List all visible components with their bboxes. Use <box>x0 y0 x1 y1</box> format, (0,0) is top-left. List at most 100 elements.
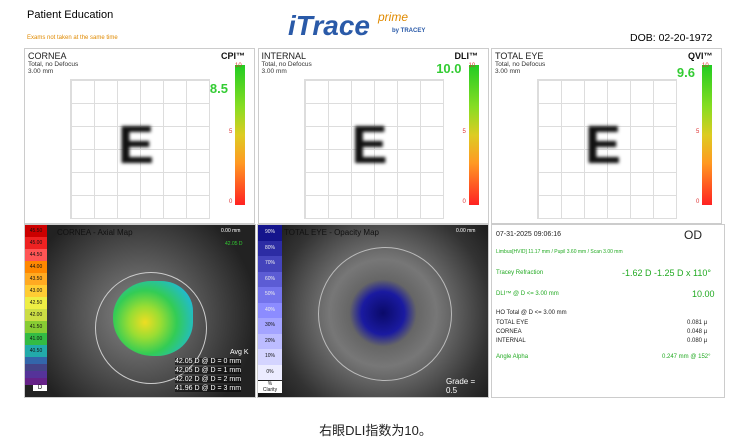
axial-map <box>113 281 193 356</box>
panel-line: Total, no Defocus <box>261 61 312 68</box>
scale-label: 0 <box>229 199 233 205</box>
panel-line: 3.00 mm <box>28 68 54 75</box>
ho-value: 0.048 µ <box>687 329 708 335</box>
scale-cell: 40% <box>258 302 282 318</box>
scale-cell: 0% <box>258 364 282 380</box>
panel-title: TOTAL EYE <box>495 51 544 61</box>
scale-cell: 60% <box>258 271 282 287</box>
grid <box>537 79 677 219</box>
scale-cell: 70% <box>258 256 282 272</box>
ring <box>95 272 207 384</box>
logo-by: by TRACEY <box>392 28 426 34</box>
scale-bar <box>702 65 712 205</box>
dob: DOB: 02-20-1972 <box>630 32 713 44</box>
caption: 右眼DLI指数为10。 <box>319 423 432 438</box>
scale-cell: 90% <box>258 225 282 241</box>
scale-cell <box>25 364 47 371</box>
scale-label: 5 <box>229 129 233 135</box>
ho-name: CORNEA <box>496 329 522 335</box>
center-k: 42.05 D <box>225 241 243 247</box>
metric-panel: INTERNAL Total, no Defocus 3.00 mm E DLI™ 10 5… <box>257 48 489 224</box>
scale-cell <box>25 378 47 385</box>
radius: 0.00 mm <box>456 228 476 234</box>
panel-title: CORNEA <box>28 51 67 61</box>
unit: % <box>267 381 273 387</box>
metric-value: 10.0 <box>436 61 462 76</box>
panel-line: Total, no Defocus <box>495 61 546 68</box>
grid <box>303 79 444 219</box>
panel-title: INTERNAL <box>261 51 307 61</box>
axial-unit: D <box>33 385 47 391</box>
letter-e: E <box>351 115 388 175</box>
scale-label: 10 <box>702 63 709 69</box>
dli-label: DLI™ @ D <= 3.00 mm <box>496 291 559 297</box>
letter-e: E <box>585 115 622 175</box>
alpha: 0.247 mm @ 152° <box>662 354 711 360</box>
scale-cell: 30% <box>258 318 282 334</box>
metric-panel: TOTAL EYE Total, no Defocus 3.00 mm E QVI™ 10… <box>491 48 722 224</box>
dli: 10.00 <box>692 289 715 299</box>
unit2: Clarity <box>262 387 278 393</box>
scale-cell: 45.00 <box>25 237 47 249</box>
panel-line: 3.00 mm <box>261 68 287 75</box>
opacity-title: TOTAL EYE - Opacity Map <box>284 228 379 237</box>
metric: CPI™ <box>221 51 246 61</box>
scale-cell: 40.50 <box>25 345 47 357</box>
scale-label: 5 <box>462 129 466 135</box>
opacity-unit: % Clarity <box>258 381 282 393</box>
scale-cell: 10% <box>258 349 282 365</box>
eye-side: OD <box>684 228 702 242</box>
metric: QVI™ <box>688 51 713 61</box>
metric: DLI™ <box>454 51 479 61</box>
avg-row: 42.05 D @ D = 0 mm <box>175 358 242 365</box>
refraction-label: Tracey Refraction <box>496 270 544 276</box>
scale-cell <box>25 357 47 364</box>
scale-cell: 44.00 <box>25 261 47 273</box>
scale-cell <box>25 371 47 378</box>
metric-value: 9.6 <box>676 65 695 80</box>
note: Exams not taken at the same time <box>27 35 118 41</box>
avg-title: Avg K <box>230 349 249 356</box>
datetime: 07-31-2025 09:06:16 <box>496 231 561 238</box>
scale-cell: 43.50 <box>25 273 47 285</box>
metric-panel: CORNEA Total, no Defocus 3.00 mm E CPI™ 10 5 0 8… <box>24 48 255 224</box>
avg-row: 42.05 D @ D = 1 mm <box>175 367 242 374</box>
logo-sup: prime <box>378 10 409 24</box>
grade: Grade = 0.5 <box>446 377 476 395</box>
scale-label: 10 <box>235 63 242 69</box>
ho-name: TOTAL EYE <box>496 320 529 326</box>
scale-cell: 80% <box>258 240 282 256</box>
title: Patient Education <box>27 9 114 21</box>
letter-e: E <box>118 115 155 175</box>
avg-row: 42.02 D @ D = 2 mm <box>175 376 242 383</box>
scale-cell: 43.00 <box>25 285 47 297</box>
ho-label: HO Total @ D <= 3.00 mm <box>496 310 567 316</box>
metric-value: 8.5 <box>209 81 228 96</box>
scale-cell: 41.00 <box>25 333 47 345</box>
scale-label: 10 <box>468 63 476 69</box>
scale-cell: 45.50 <box>25 225 47 237</box>
ho-value: 0.081 µ <box>687 320 708 326</box>
alpha-label: Angle Alpha <box>496 354 529 360</box>
scale-cell: 50% <box>258 287 282 303</box>
scale-label: 5 <box>696 129 700 135</box>
axial-panel: CORNEA - Axial Map 0.00 mm 42.05 D 45.50… <box>24 224 256 398</box>
avg-row: 41.96 D @ D = 3 mm <box>175 385 242 392</box>
scale-cell: 41.50 <box>25 321 47 333</box>
ho-name: INTERNAL <box>496 338 526 344</box>
opacity-panel: TOTAL EYE - Opacity Map 0.00 mm 90% 80% 70… <box>257 224 489 398</box>
scale-cell: 42.00 <box>25 309 47 321</box>
summary-panel: 07-31-2025 09:06:16 OD Limbus[HVID] 11.1… <box>491 224 725 398</box>
logo: iTrace <box>288 10 370 41</box>
panel-line: 3.00 mm <box>495 68 521 75</box>
scale-bar <box>468 65 479 205</box>
refraction: -1.62 D -1.25 D x 110° <box>622 268 711 278</box>
scale-cell: 20% <box>258 333 282 349</box>
panel-line: Total, no Defocus <box>28 61 79 68</box>
scale-cell: 44.50 <box>25 249 47 261</box>
scale-label: 0 <box>696 199 700 205</box>
scale-label: 0 <box>462 199 466 205</box>
scale-cell: 42.50 <box>25 297 47 309</box>
axial-title: CORNEA - Axial Map <box>57 228 133 237</box>
sizes: Limbus[HVID] 11.17 mm / Pupil 3.60 mm / … <box>496 249 623 255</box>
